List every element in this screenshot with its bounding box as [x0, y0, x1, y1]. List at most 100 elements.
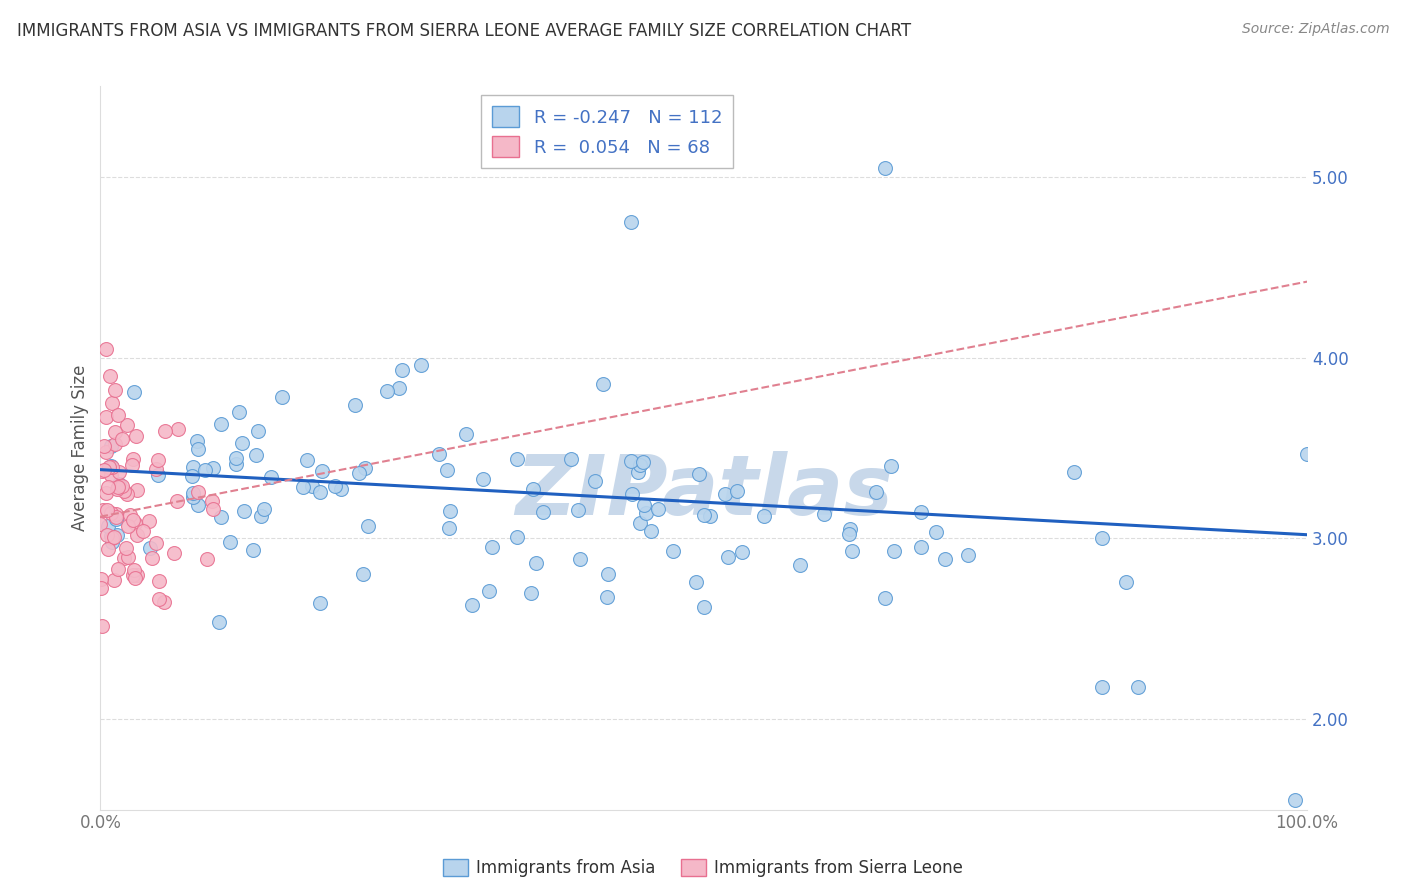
Point: [308, 596, 330, 610]
Point: [105, 528, 128, 542]
Point: [148, 591, 170, 606]
Point: [96, 486, 118, 500]
Point: [107, 479, 129, 493]
Point: [731, 545, 754, 559]
Point: [208, 615, 231, 629]
Point: [883, 544, 905, 558]
Point: [100, 507, 122, 521]
Point: [148, 574, 170, 588]
Point: [439, 504, 461, 518]
Point: [108, 466, 131, 480]
Point: [596, 591, 619, 605]
Point: [813, 507, 835, 521]
Point: [596, 566, 619, 581]
Point: [141, 551, 163, 566]
Point: [101, 534, 124, 549]
Point: [633, 498, 655, 512]
Point: [925, 524, 948, 539]
Point: [685, 575, 707, 590]
Point: [90, 572, 112, 586]
Point: [478, 583, 501, 598]
Point: [628, 458, 651, 473]
Point: [122, 568, 145, 582]
Point: [232, 504, 254, 518]
Point: [187, 499, 209, 513]
Point: [1063, 465, 1085, 479]
Point: [124, 429, 146, 443]
Point: [297, 453, 319, 467]
Point: [231, 435, 253, 450]
Point: [104, 383, 127, 397]
Point: [250, 508, 273, 523]
Point: [356, 518, 378, 533]
Point: [343, 399, 366, 413]
Point: [100, 439, 122, 453]
Point: [311, 464, 333, 478]
Point: [101, 396, 124, 410]
Point: [103, 437, 125, 451]
Legend: R = -0.247   N = 112, R =  0.054   N = 68: R = -0.247 N = 112, R = 0.054 N = 68: [481, 95, 733, 168]
Point: [138, 514, 160, 528]
Point: [103, 530, 125, 544]
Point: [1091, 531, 1114, 545]
Point: [209, 417, 232, 431]
Point: [880, 459, 903, 474]
Point: [520, 586, 543, 600]
Point: [121, 458, 143, 472]
Point: [121, 451, 143, 466]
Point: [592, 377, 614, 392]
Point: [201, 460, 224, 475]
Point: [122, 563, 145, 577]
Point: [270, 390, 292, 404]
Point: [460, 598, 482, 612]
Text: ZIPatlas: ZIPatlas: [515, 450, 893, 532]
Point: [471, 472, 494, 486]
Point: [107, 409, 129, 423]
Point: [90, 464, 112, 478]
Point: [218, 535, 240, 549]
Point: [112, 483, 135, 498]
Point: [699, 508, 721, 523]
Point: [98, 459, 121, 474]
Point: [583, 474, 606, 488]
Point: [209, 510, 232, 524]
Point: [725, 483, 748, 498]
Point: [187, 485, 209, 500]
Point: [91, 502, 114, 516]
Point: [104, 512, 127, 526]
Point: [260, 470, 283, 484]
Point: [93, 463, 115, 477]
Point: [522, 482, 544, 496]
Point: [111, 432, 134, 446]
Point: [375, 384, 398, 398]
Point: [693, 508, 716, 522]
Point: [181, 486, 204, 500]
Point: [97, 519, 120, 533]
Point: [163, 546, 186, 560]
Point: [633, 454, 655, 468]
Point: [115, 541, 138, 555]
Point: [323, 478, 346, 492]
Point: [146, 467, 169, 482]
Point: [253, 502, 276, 516]
Point: [228, 404, 250, 418]
Point: [1126, 680, 1149, 694]
Point: [139, 541, 162, 556]
Point: [108, 476, 131, 491]
Point: [1091, 680, 1114, 694]
Point: [567, 503, 589, 517]
Point: [93, 439, 115, 453]
Point: [181, 490, 204, 504]
Point: [353, 461, 375, 475]
Point: [100, 531, 122, 545]
Point: [132, 524, 155, 538]
Point: [181, 468, 204, 483]
Point: [186, 434, 208, 448]
Point: [105, 507, 128, 521]
Point: [437, 521, 460, 535]
Point: [124, 571, 146, 585]
Point: [352, 566, 374, 581]
Point: [391, 363, 413, 377]
Point: [100, 529, 122, 543]
Point: [118, 508, 141, 523]
